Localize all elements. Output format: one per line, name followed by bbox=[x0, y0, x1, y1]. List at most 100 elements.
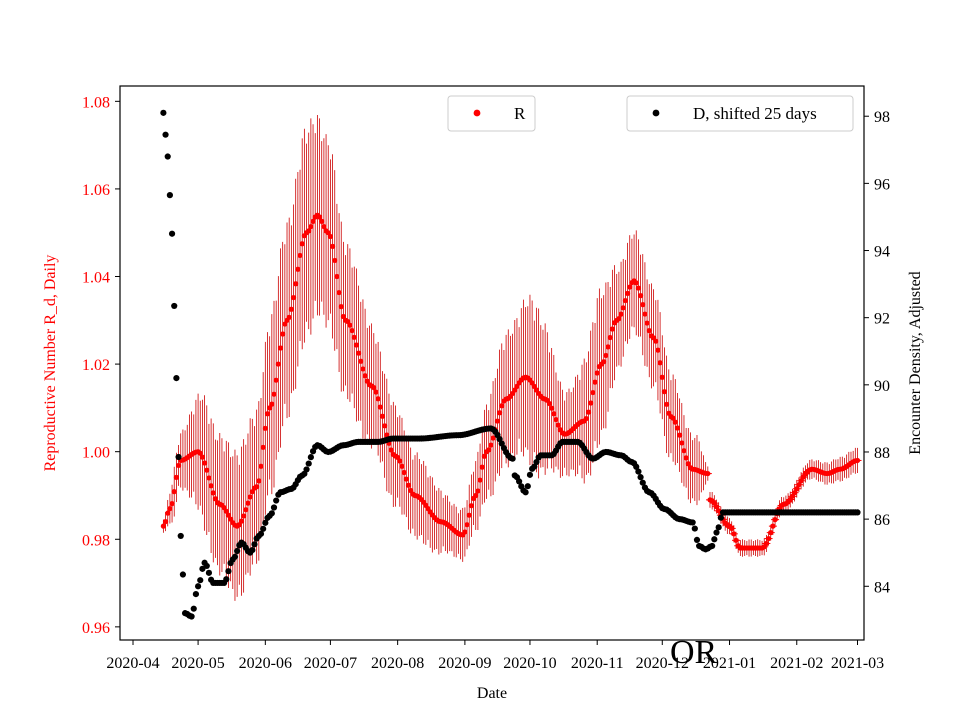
d-point bbox=[249, 546, 256, 554]
r-point bbox=[269, 401, 275, 407]
r-point bbox=[401, 469, 407, 476]
r-point bbox=[171, 489, 177, 495]
r-point bbox=[549, 405, 555, 411]
r-point bbox=[659, 374, 665, 380]
x-tick-label: 2020-12 bbox=[636, 655, 689, 672]
d-point bbox=[509, 455, 516, 462]
r-point bbox=[334, 273, 340, 280]
state-annotation: OR bbox=[670, 634, 718, 671]
r-point bbox=[241, 513, 247, 519]
right-tick-label: 90 bbox=[874, 378, 890, 395]
left-tick-label: 1.04 bbox=[82, 270, 110, 287]
r-point bbox=[770, 523, 776, 529]
d-point bbox=[234, 547, 241, 555]
x-tick-label: 2020-04 bbox=[106, 655, 159, 672]
r-point bbox=[332, 257, 338, 264]
r-point bbox=[791, 490, 798, 496]
r-point bbox=[490, 435, 496, 441]
d-point bbox=[522, 489, 529, 496]
right-tick-label: 88 bbox=[874, 445, 890, 462]
r-point bbox=[772, 517, 778, 523]
r-point bbox=[627, 284, 633, 290]
r-point bbox=[464, 522, 470, 528]
r-point bbox=[616, 316, 622, 322]
r-point bbox=[340, 313, 347, 320]
d-point bbox=[270, 504, 278, 511]
d-point bbox=[693, 536, 701, 543]
r-point bbox=[201, 460, 208, 466]
r-point bbox=[397, 458, 403, 464]
r-series bbox=[160, 212, 861, 551]
r-point bbox=[601, 359, 607, 365]
r-point bbox=[640, 302, 646, 308]
r-point bbox=[208, 483, 214, 489]
r-point bbox=[295, 266, 301, 272]
x-axis-ticks: 2020-04 2020-05 2020-06 2020-07 2020-08 2020-… bbox=[106, 640, 884, 672]
r-point bbox=[664, 401, 670, 407]
r-point bbox=[622, 297, 628, 304]
r-point bbox=[590, 389, 596, 396]
r-point bbox=[319, 218, 325, 224]
d-point bbox=[173, 375, 180, 382]
r-point bbox=[494, 418, 501, 424]
r-point bbox=[362, 373, 368, 379]
d-point bbox=[531, 463, 538, 470]
r-point bbox=[588, 400, 594, 406]
r-point bbox=[731, 531, 737, 537]
r-point bbox=[329, 243, 336, 249]
r-point bbox=[555, 422, 561, 428]
x-tick-label: 2021-02 bbox=[770, 655, 823, 672]
r-point bbox=[212, 496, 219, 502]
r-point bbox=[297, 252, 303, 259]
r-point bbox=[657, 360, 663, 366]
r-point bbox=[607, 334, 613, 341]
right-tick-label: 86 bbox=[874, 512, 890, 529]
left-tick-label: 0.96 bbox=[82, 620, 110, 637]
r-point bbox=[796, 482, 802, 488]
r-point bbox=[175, 462, 182, 469]
r-point bbox=[347, 322, 353, 328]
r-point bbox=[379, 413, 386, 419]
r-point bbox=[679, 440, 685, 446]
d-point bbox=[273, 497, 280, 504]
r-point bbox=[403, 476, 409, 482]
r-point bbox=[373, 389, 379, 395]
d-point bbox=[203, 562, 210, 570]
r-point bbox=[551, 411, 557, 417]
d-point bbox=[192, 591, 200, 598]
r-point bbox=[635, 285, 642, 291]
r-point bbox=[260, 444, 266, 450]
r-point bbox=[405, 482, 412, 488]
d-point bbox=[689, 519, 696, 526]
right-tick-label: 94 bbox=[874, 244, 890, 261]
x-tick-label: 2021-03 bbox=[831, 655, 884, 672]
d-point bbox=[205, 569, 213, 576]
r-point bbox=[768, 530, 774, 536]
r-point bbox=[583, 415, 589, 422]
r-point bbox=[225, 512, 232, 518]
r-point bbox=[633, 280, 639, 286]
d-point bbox=[305, 460, 312, 467]
r-point bbox=[603, 352, 609, 359]
r-point bbox=[258, 463, 264, 469]
x-tick-label: 2020-05 bbox=[171, 655, 224, 672]
r-point bbox=[462, 529, 468, 535]
d-point bbox=[175, 453, 182, 461]
r-point bbox=[705, 470, 711, 477]
r-point bbox=[620, 305, 626, 311]
r-point bbox=[624, 290, 631, 296]
r-point bbox=[683, 455, 689, 461]
d-point bbox=[262, 519, 269, 526]
left-tick-label: 1.00 bbox=[82, 445, 110, 462]
legend-r-box bbox=[447, 95, 536, 132]
r-point bbox=[267, 405, 273, 411]
legend-d: D, shifted 25 days bbox=[626, 95, 854, 132]
r-point bbox=[360, 366, 366, 372]
d-point bbox=[164, 153, 171, 160]
r-point bbox=[288, 306, 294, 312]
r-point bbox=[338, 304, 344, 310]
d-point bbox=[717, 514, 724, 521]
d-point bbox=[526, 471, 534, 478]
r-point bbox=[496, 410, 503, 416]
right-axis-ticks: 84 86 88 90 92 94 96 98 bbox=[864, 109, 890, 596]
